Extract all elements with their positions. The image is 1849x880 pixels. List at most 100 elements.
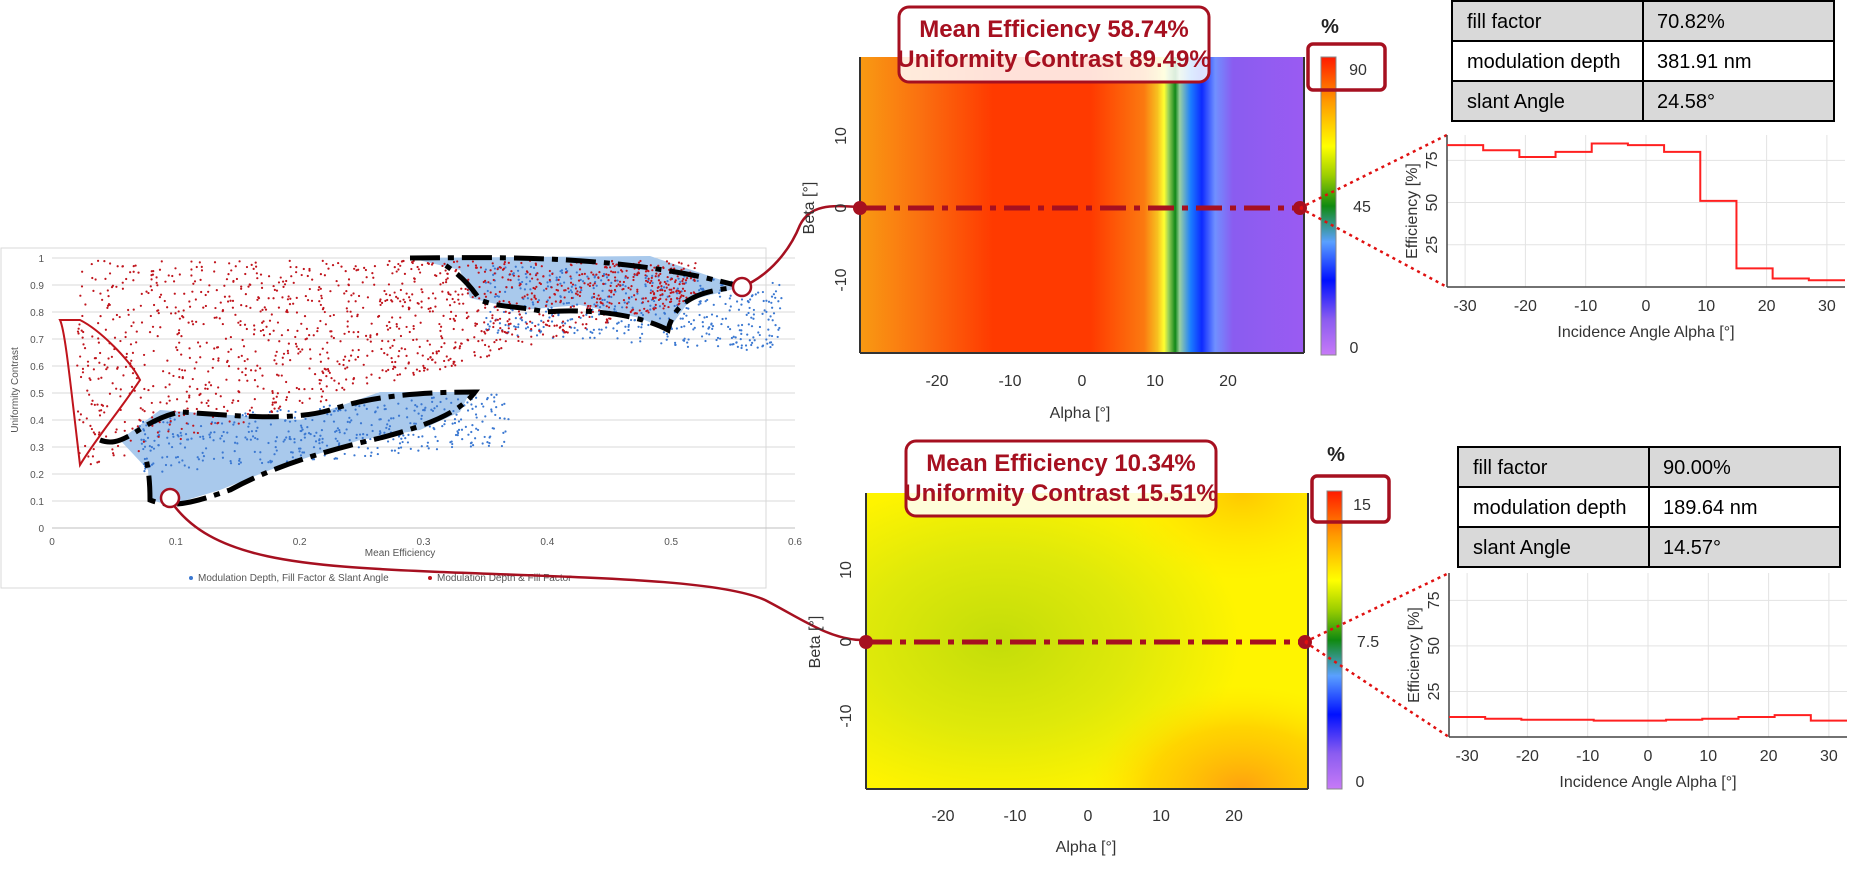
scatter-point-red bbox=[177, 331, 181, 335]
scatter-point-red bbox=[454, 270, 457, 273]
scatter-point-red bbox=[599, 297, 602, 300]
scatter-point-red bbox=[342, 358, 345, 361]
scatter-point-red bbox=[354, 358, 357, 361]
scatter-point-red bbox=[401, 305, 404, 308]
scatter-point-red bbox=[226, 300, 230, 303]
scatter-point-blue bbox=[366, 433, 369, 436]
scatter-point-red bbox=[93, 357, 96, 360]
heatmap-1-cut-start bbox=[853, 201, 867, 215]
scatter-point-red bbox=[297, 347, 300, 351]
scatter-point-red bbox=[489, 349, 492, 352]
scatter-point-blue bbox=[579, 278, 582, 281]
scatter-point-red bbox=[356, 335, 360, 338]
scatter-x-axis-label: Mean Efficiency bbox=[365, 548, 435, 559]
scatter-point-red bbox=[142, 440, 145, 443]
scatter-point-red bbox=[226, 409, 229, 412]
scatter-point-blue bbox=[761, 312, 764, 315]
scatter-point-red bbox=[242, 421, 245, 424]
scatter-point-blue bbox=[474, 413, 478, 416]
scatter-point-red bbox=[489, 291, 492, 294]
heatmap-1-title-line-1: Mean Efficiency 58.74% bbox=[919, 16, 1188, 43]
scatter-point-red bbox=[238, 260, 241, 263]
scatter-point-red bbox=[325, 375, 328, 378]
scatter-point-red bbox=[276, 321, 280, 324]
scatter-point-red bbox=[661, 302, 665, 305]
scatter-point-red bbox=[115, 387, 118, 390]
scatter-point-blue bbox=[498, 322, 502, 325]
scatter-point-red bbox=[591, 310, 594, 313]
scatter-ytick: 0.5 bbox=[30, 389, 44, 400]
heatmap-2-xtick: -20 bbox=[931, 808, 954, 825]
scatter-point-red bbox=[80, 285, 84, 288]
scatter-point-red bbox=[152, 349, 155, 353]
scatter-point-blue bbox=[629, 318, 633, 322]
scatter-point-red bbox=[480, 330, 483, 333]
colorbar-2-unit: % bbox=[1327, 444, 1345, 466]
scatter-point-blue bbox=[426, 444, 429, 448]
scatter-point-red bbox=[446, 272, 449, 275]
scatter-point-blue bbox=[698, 289, 701, 292]
scatter-point-red bbox=[550, 286, 553, 289]
scatter-point-red bbox=[139, 304, 142, 307]
scatter-point-red bbox=[372, 276, 375, 279]
scatter-point-blue bbox=[739, 338, 742, 341]
scatter-point-red bbox=[536, 272, 539, 275]
scatter-point-red bbox=[338, 362, 341, 366]
scatter-point-blue bbox=[699, 284, 702, 287]
scatter-point-red bbox=[299, 350, 302, 353]
scatter-point-red bbox=[234, 313, 237, 316]
scatter-point-red bbox=[622, 280, 625, 284]
scatter-point-red bbox=[243, 359, 246, 363]
scatter-point-red bbox=[563, 331, 567, 334]
scatter-point-red bbox=[242, 345, 246, 348]
scatter-point-red bbox=[571, 283, 575, 286]
scatter-point-red bbox=[164, 280, 167, 283]
scatter-point-red bbox=[650, 279, 653, 282]
scatter-point-red bbox=[200, 401, 203, 404]
scatter-point-red bbox=[512, 274, 516, 277]
scatter-point-red bbox=[625, 269, 628, 272]
scatter-point-blue bbox=[531, 301, 534, 304]
scatter-point-blue bbox=[435, 405, 439, 408]
scatter-point-red bbox=[107, 303, 111, 306]
scatter-point-red bbox=[428, 310, 431, 313]
scatter-point-red bbox=[352, 331, 355, 334]
scatter-point-red bbox=[156, 334, 159, 338]
scatter-point-blue bbox=[525, 283, 528, 286]
scatter-point-red bbox=[461, 293, 464, 296]
scatter-point-red bbox=[405, 354, 408, 357]
scatter-point-blue bbox=[750, 325, 754, 328]
heatmap-2-ytick: 0 bbox=[838, 637, 855, 646]
scatter-point-blue bbox=[562, 302, 565, 305]
scatter-point-red bbox=[454, 314, 458, 317]
scatter-point-red bbox=[330, 335, 333, 338]
scatter-point-red bbox=[294, 335, 297, 339]
scatter-point-red bbox=[119, 395, 122, 398]
scatter-point-red bbox=[150, 288, 153, 292]
scatter-point-blue bbox=[548, 274, 551, 277]
scatter-point-blue bbox=[183, 464, 186, 467]
scatter-point-blue bbox=[186, 438, 190, 441]
scatter-point-blue bbox=[575, 271, 578, 274]
scatter-axes: 00.10.20.30.40.50.60.70.80.910 0.1 0.2 0.3 0… bbox=[30, 254, 802, 548]
scatter-point-red bbox=[610, 302, 613, 305]
scatter-point-blue bbox=[362, 432, 365, 436]
scatter-point-red bbox=[632, 275, 635, 279]
scatter-point-red bbox=[131, 351, 135, 354]
scatter-point-blue bbox=[348, 439, 351, 442]
scatter-point-blue bbox=[639, 336, 642, 339]
scatter-point-blue bbox=[740, 344, 743, 347]
scatter-point-blue bbox=[502, 431, 505, 434]
scatter-point-red bbox=[387, 283, 391, 286]
heatmap-2-title-line-1: Mean Efficiency 10.34% bbox=[926, 450, 1195, 477]
scatter-point-red bbox=[602, 282, 605, 285]
highlight-point-top[interactable] bbox=[731, 276, 753, 298]
scatter-point-blue bbox=[605, 276, 609, 279]
scatter-point-red bbox=[231, 306, 234, 309]
scatter-point-blue bbox=[202, 437, 205, 441]
scatter-point-blue bbox=[623, 332, 626, 335]
scatter-point-red bbox=[313, 373, 317, 376]
scatter-point-blue bbox=[359, 422, 363, 425]
highlight-point-bottom[interactable] bbox=[159, 487, 181, 509]
scatter-point-blue bbox=[143, 457, 146, 461]
